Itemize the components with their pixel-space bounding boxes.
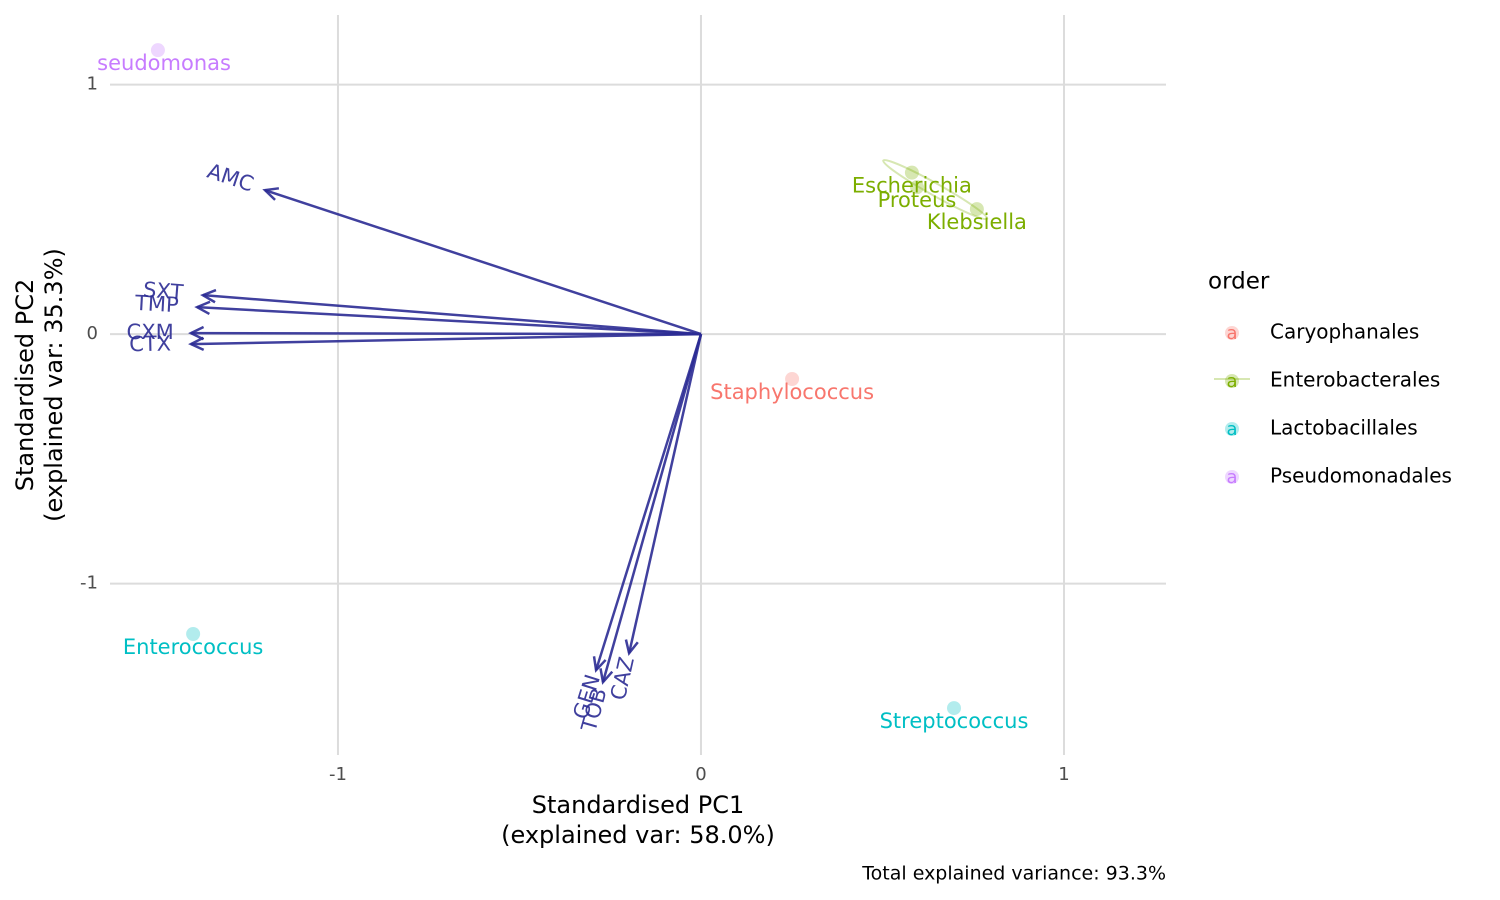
point (186, 626, 201, 641)
y-axis-title: (explained var: 35.3%) (40, 248, 68, 522)
point-label: Proteus (878, 188, 957, 212)
point-label: Enterococcus (123, 635, 264, 659)
legend-key (1225, 470, 1239, 484)
legend-key-glyph: a (1226, 371, 1237, 392)
loading-label: CXM (127, 320, 174, 344)
legend-label: Lactobacillales (1270, 416, 1418, 440)
loading-label: AMC (204, 159, 256, 197)
x-axis-title: (explained var: 58.0%) (501, 821, 775, 849)
point (785, 372, 800, 387)
legend-label: Pseudomonadales (1270, 464, 1452, 488)
loading-label: CAZ (606, 655, 639, 703)
y-axis-title: Standardised PC2 (11, 279, 39, 491)
arrow-head (624, 639, 639, 657)
legend-key (1225, 374, 1239, 388)
loading-arrow (594, 333, 703, 671)
legend-label: Caryophanales (1270, 320, 1419, 344)
legend-key-glyph: a (1226, 419, 1237, 440)
plot-area: Staphylococcus EscherichiaProteusKlebsiel… (85, 43, 1029, 735)
point (909, 180, 924, 195)
loading-arrow (190, 332, 702, 346)
loading-label: SXT (142, 278, 184, 305)
point-label: Klebsiella (927, 210, 1027, 234)
legend-key (1225, 422, 1239, 436)
legend-key (1225, 326, 1239, 340)
loading-label: TMP (133, 291, 179, 317)
y-tick-label: 0 (87, 323, 98, 344)
arrow-head (200, 288, 217, 304)
legend-key-glyph: a (1226, 323, 1237, 344)
x-tick-label: -1 (329, 764, 347, 785)
point-label: Staphylococcus (710, 380, 874, 404)
loading-arrow (264, 188, 702, 336)
point-label: Streptococcus (880, 709, 1029, 733)
point-label: Pseudomonas (85, 51, 231, 75)
loading-arrow (202, 293, 702, 336)
arrow-head (592, 656, 607, 673)
loading-arrow (627, 333, 703, 654)
loading-arrow (601, 333, 703, 683)
x-axis-title: Standardised PC1 (532, 791, 744, 819)
y-tick-label: -1 (80, 573, 98, 594)
arrow-head (262, 187, 280, 201)
legend-key-glyph: a (1226, 467, 1237, 488)
legend: a Caryophanales a Enterobacterales a Lactobac… (1214, 320, 1452, 488)
x-tick-label: 0 (695, 764, 706, 785)
group-ellipse (882, 159, 989, 221)
point (947, 701, 962, 716)
point-label: Escherichia (852, 174, 972, 198)
arrow-head (599, 668, 614, 685)
point (150, 43, 165, 58)
loading-arrow (197, 305, 702, 336)
y-tick-label: 1 (87, 74, 98, 95)
legend-label: Enterobacterales (1270, 368, 1440, 392)
arrow-head (188, 325, 205, 341)
loading-arrow (190, 331, 701, 336)
legend-title: order (1208, 269, 1270, 295)
x-tick-label: 1 (1058, 764, 1069, 785)
loading-label: CTX (129, 331, 171, 356)
arrow-head (188, 336, 205, 352)
point (969, 202, 984, 217)
arrow-head (194, 300, 211, 316)
caption: Total explained variance: 93.3% (861, 863, 1166, 885)
point (904, 165, 919, 180)
